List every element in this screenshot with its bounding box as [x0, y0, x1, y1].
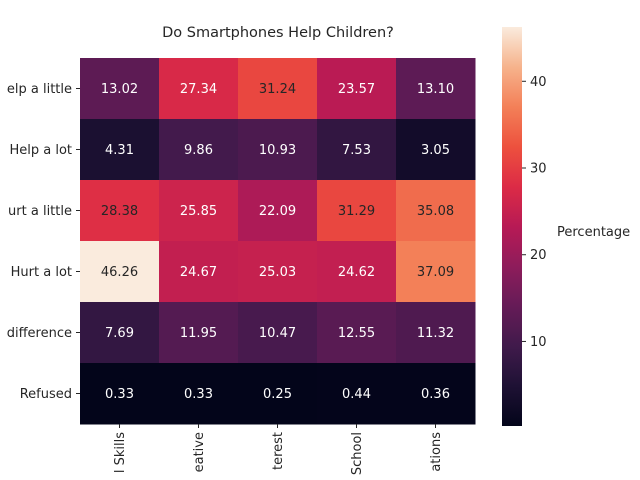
heatmap-cell	[238, 119, 318, 181]
heatmap-cell	[317, 241, 397, 303]
heatmap-cell	[238, 241, 318, 303]
colorbar-tick-label: 30	[530, 162, 547, 177]
cell-value-label: 10.47	[259, 326, 296, 341]
cell-value-label: 28.38	[101, 204, 138, 219]
heatmap-cell	[159, 363, 239, 425]
cell-value-label: 25.85	[180, 204, 217, 219]
row-label: Hurt a lot	[11, 265, 72, 280]
heatmap-cell	[396, 363, 476, 425]
cell-value-label: 4.31	[105, 143, 134, 158]
heatmap-cell	[396, 302, 476, 364]
heatmap-cell	[317, 119, 397, 181]
column-label: ations	[429, 432, 444, 472]
cell-value-label: 46.26	[101, 265, 138, 280]
cell-value-label: 3.05	[421, 143, 450, 158]
heatmap-cell	[396, 58, 476, 120]
cell-value-label: 10.93	[259, 143, 296, 158]
cell-value-label: 12.55	[338, 326, 375, 341]
heatmap-cell	[238, 363, 318, 425]
colorbar-tick-label: 40	[530, 75, 547, 90]
heatmap-cell	[159, 180, 239, 242]
heatmap-cell	[80, 119, 160, 181]
row-label: elp a little	[7, 82, 72, 97]
heatmap-cell	[159, 241, 239, 303]
cell-value-label: 35.08	[417, 204, 454, 219]
cell-value-label: 0.44	[342, 387, 371, 402]
heatmap-cell	[80, 302, 160, 364]
cell-value-label: 22.09	[259, 204, 296, 219]
cell-value-label: 0.33	[105, 387, 134, 402]
heatmap-cell	[238, 180, 318, 242]
cell-value-label: 37.09	[417, 265, 454, 280]
cell-value-label: 31.29	[338, 204, 375, 219]
chart-title: Do Smartphones Help Children?	[162, 25, 394, 41]
heatmap-cell	[317, 58, 397, 120]
heatmap-cell	[159, 58, 239, 120]
heatmap-cell	[238, 302, 318, 364]
cell-value-label: 31.24	[259, 82, 296, 97]
heatmap-cell	[159, 119, 239, 181]
cell-value-label: 7.69	[105, 326, 134, 341]
cell-value-label: 0.33	[184, 387, 213, 402]
cell-value-label: 13.02	[101, 82, 138, 97]
row-label: Help a lot	[9, 143, 72, 158]
heatmap-cell	[317, 363, 397, 425]
colorbar-tick-label: 20	[530, 248, 547, 263]
column-label: School	[350, 432, 365, 475]
column-label: terest	[271, 432, 286, 470]
cell-value-label: 7.53	[342, 143, 371, 158]
column-label: eative	[192, 432, 207, 472]
row-label: Refused	[20, 387, 72, 402]
row-label: urt a little	[8, 204, 72, 219]
row-label: difference	[7, 326, 72, 341]
cell-value-label: 25.03	[259, 265, 296, 280]
cell-value-label: 0.36	[421, 387, 450, 402]
heatmap-cell	[396, 119, 476, 181]
cell-value-label: 9.86	[184, 143, 213, 158]
colorbar-tick-label: 10	[530, 335, 547, 350]
heatmap-cell	[317, 180, 397, 242]
heatmap-cell	[80, 363, 160, 425]
column-labels: l Skills eative terest School ations	[113, 424, 444, 475]
cell-value-label: 24.62	[338, 265, 375, 280]
heatmap-cell	[159, 302, 239, 364]
heatmap-cell	[80, 58, 160, 120]
cell-value-label: 27.34	[180, 82, 217, 97]
heatmap-cell	[80, 241, 160, 303]
colorbar-gradient	[502, 27, 522, 426]
heatmap-cell	[396, 241, 476, 303]
cell-value-label: 11.32	[417, 326, 454, 341]
heatmap-cell	[317, 302, 397, 364]
cell-value-label: 23.57	[338, 82, 375, 97]
row-labels: elp a little Help a lot urt a little Hurt a…	[7, 82, 80, 402]
cell-value-label: 11.95	[180, 326, 217, 341]
cell-value-label: 13.10	[417, 82, 454, 97]
colorbar-label: Percentage	[557, 225, 630, 240]
heatmap-cell	[238, 58, 318, 120]
heatmap-cell	[80, 180, 160, 242]
heatmap-cell	[396, 180, 476, 242]
cell-value-label: 0.25	[263, 387, 292, 402]
colorbar: 10 20 30 40	[502, 27, 547, 426]
heatmap-cells: 13.02 27.34 31.24 23.57 13.10 4.31 9.86 10.93 7.…	[80, 58, 476, 425]
column-label: l Skills	[113, 432, 128, 473]
cell-value-label: 24.67	[180, 265, 217, 280]
